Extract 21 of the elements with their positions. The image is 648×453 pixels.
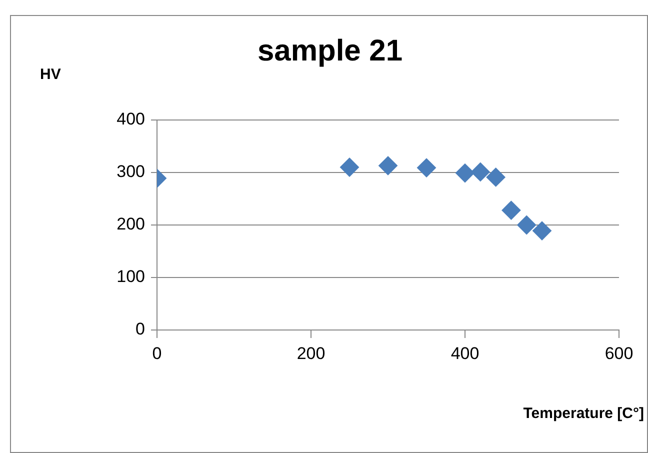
point [417, 158, 436, 178]
point [340, 158, 359, 177]
x-tick-label: 400 [450, 344, 480, 363]
point [532, 221, 552, 240]
y-axis-title: HV [40, 66, 61, 84]
x-tick-label: 200 [296, 344, 326, 363]
point [378, 156, 398, 176]
y-tick-label: 100 [116, 267, 145, 286]
x-tick-label: 0 [152, 344, 162, 363]
y-tick-label: 0 [136, 320, 145, 339]
chart-title: sample 21 [257, 34, 403, 68]
point [456, 164, 474, 183]
point [470, 162, 490, 182]
point [517, 216, 536, 234]
x-tick-label: 600 [604, 344, 634, 363]
point [502, 200, 521, 220]
y-tick-label: 400 [116, 110, 145, 129]
x-axis-title: Temperature [C°] [523, 405, 644, 422]
y-tick-label: 200 [116, 214, 145, 234]
y-tick-label: 300 [116, 162, 145, 182]
point [486, 168, 506, 187]
